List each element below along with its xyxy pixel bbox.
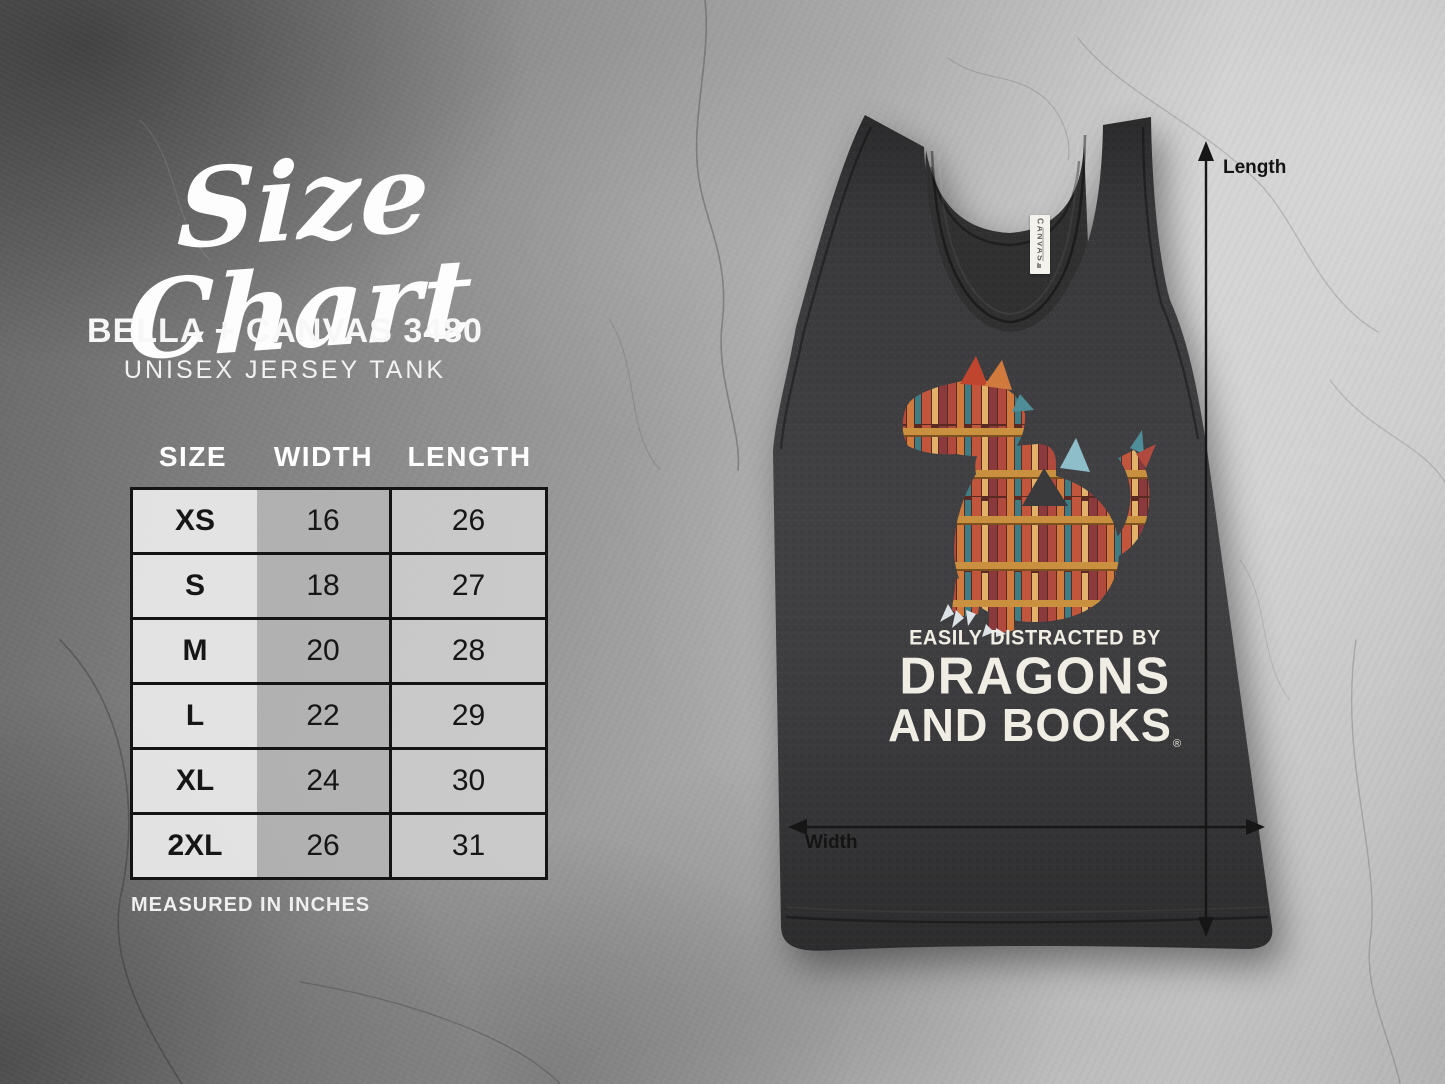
neck-tag-label: CANVAS. bbox=[1035, 217, 1045, 267]
column-header-width: WIDTH bbox=[273, 441, 374, 472]
width-label: Width bbox=[805, 832, 858, 853]
brand-title: BELLA + CANVAS 3480 bbox=[87, 312, 483, 350]
size-cell: M bbox=[133, 620, 257, 682]
width-cell: 18 bbox=[257, 555, 389, 617]
length-cell: 27 bbox=[389, 555, 545, 617]
column-header-length: LENGTH bbox=[407, 441, 532, 472]
table-row: XS 16 26 bbox=[133, 490, 545, 552]
table-row: L 22 29 bbox=[133, 682, 545, 747]
table-row: M 20 28 bbox=[133, 617, 545, 682]
width-cell: 22 bbox=[257, 685, 389, 747]
size-chart-panel: Size Chart BELLA + CANVAS 3480 UNISEX JE… bbox=[0, 0, 660, 1084]
size-cell: L bbox=[133, 685, 257, 747]
dragon-neck-notch bbox=[1022, 468, 1068, 506]
design-line-3: AND BOOKS® bbox=[887, 699, 1183, 752]
neck-tag-fineprint bbox=[1042, 228, 1044, 261]
table-row: 2XL 26 31 bbox=[133, 812, 545, 877]
length-cell: 28 bbox=[389, 620, 545, 682]
neck-tag: CANVAS. bbox=[1030, 215, 1050, 274]
measured-in-inches-note: MEASURED IN INCHES bbox=[131, 894, 371, 916]
dragon-books-graphic bbox=[898, 352, 1168, 642]
width-cell: 26 bbox=[257, 815, 389, 877]
product-subtitle: UNISEX JERSEY TANK bbox=[123, 356, 447, 384]
trademark-symbol: ® bbox=[1172, 738, 1183, 751]
shirt-design-text: EASILY DISTRACTED BY DRAGONS AND BOOKS® bbox=[885, 626, 1185, 768]
size-cell: XL bbox=[133, 750, 257, 812]
size-cell: XS bbox=[133, 490, 257, 552]
table-row: S 18 27 bbox=[133, 552, 545, 617]
length-cell: 29 bbox=[389, 685, 545, 747]
design-line-1: EASILY DISTRACTED BY bbox=[909, 626, 1161, 650]
size-cell: 2XL bbox=[133, 815, 257, 877]
design-line-2: DRAGONS bbox=[899, 646, 1171, 705]
neck-tag-mark bbox=[1037, 264, 1041, 268]
size-cell: S bbox=[133, 555, 257, 617]
length-cell: 31 bbox=[389, 815, 545, 877]
dragon-claws bbox=[940, 604, 1006, 637]
width-cell: 24 bbox=[257, 750, 389, 812]
width-cell: 16 bbox=[257, 490, 389, 552]
size-table-header: SIZE WIDTH LENGTH bbox=[130, 441, 548, 473]
length-cell: 26 bbox=[389, 490, 545, 552]
tank-back-panel bbox=[918, 145, 1092, 345]
size-table: XS 16 26 S 18 27 M 20 28 L 22 29 XL 24 bbox=[130, 487, 548, 880]
length-label: Length bbox=[1223, 157, 1287, 178]
table-row: XL 24 30 bbox=[133, 747, 545, 812]
column-header-size: SIZE bbox=[158, 441, 228, 472]
dragon-horns bbox=[960, 356, 1156, 472]
length-cell: 30 bbox=[389, 750, 545, 812]
width-cell: 20 bbox=[257, 620, 389, 682]
